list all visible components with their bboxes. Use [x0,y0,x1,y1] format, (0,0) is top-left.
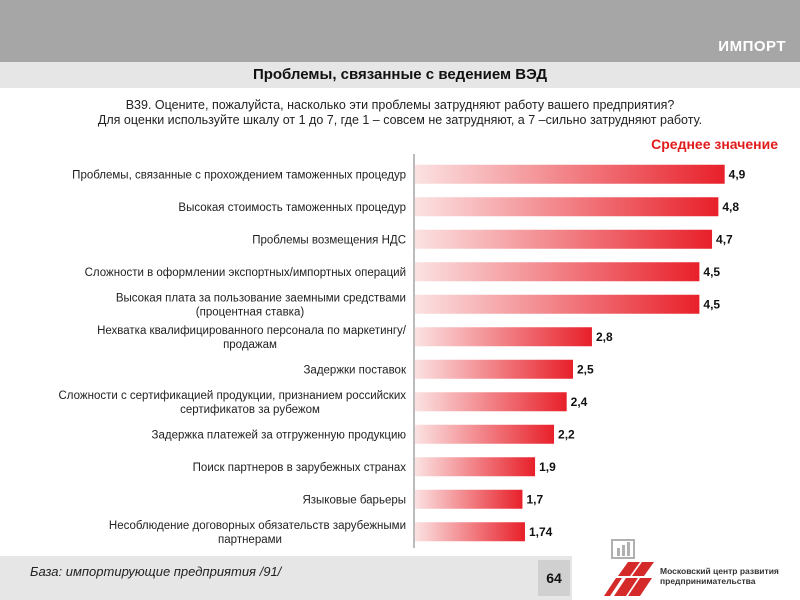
category-label: Проблемы, связанные с прохождением тамож… [72,169,406,181]
category-label: партнерами [218,534,282,546]
bar [415,424,555,444]
bar [415,262,700,282]
bar-value-label: 4,7 [716,232,733,246]
category-label: Задержка платежей за отгруженную продукц… [152,429,407,441]
category-label: Сложности с сертификацией продукции, при… [58,390,406,402]
bar [415,457,536,477]
bar [415,197,719,217]
bar-value-label: 4,8 [722,200,739,214]
logo-caption: Московский центр развития предпринимател… [660,566,779,586]
bar [415,489,523,509]
bar [415,164,725,184]
organization-logo-icon [604,539,654,596]
bar-value-label: 4,5 [703,265,720,279]
bar-value-label: 1,7 [526,492,543,506]
bar-value-label: 1,74 [529,525,553,539]
bar [415,229,713,249]
category-label: продажам [223,339,277,351]
bar-value-label: 2,8 [596,330,613,344]
category-label: Языковые барьеры [302,494,406,506]
category-label: Несоблюдение договорных обязательств зар… [109,520,406,532]
chart-legend: Среднее значение [651,136,778,152]
page-number: 64 [546,570,562,586]
header-bar [0,0,800,62]
bar [415,359,573,379]
bar [415,392,567,412]
bar-chart: 4,9 Проблемы, связанные с прохождением та… [58,154,746,548]
base-note: База: импортирующие предприятия /91/ [30,564,282,579]
question-line-1: B39. Оцените, пожалуйста, насколько эти … [125,98,675,112]
page-title: Проблемы, связанные с ведением ВЭД [252,66,548,83]
bar-value-label: 1,9 [539,460,556,474]
bar [415,327,592,347]
category-label: Нехватка квалифицированного персонала по… [97,325,407,337]
category-label: Высокая стоимость таможенных процедур [178,202,406,214]
category-label: Проблемы возмещения НДС [252,234,406,246]
bar [415,522,525,542]
bar-value-label: 2,2 [558,427,575,441]
logo-caption-line-1: Московский центр развития [660,566,779,576]
bar-value-label: 2,5 [577,362,594,376]
question-line-2: Для оценки используйте шкалу от 1 до 7, … [97,113,703,127]
question-text: B39. Оцените, пожалуйста, насколько эти … [0,98,800,128]
footer-bar [0,556,572,600]
category-label: сертификатов за рубежом [180,404,320,416]
bar-value-label: 4,5 [703,297,720,311]
section-label: ИМПОРТ [718,38,786,55]
category-label: Сложности в оформлении экспортных/импорт… [85,267,406,279]
category-label: Высокая плата за пользование заемными ср… [116,292,406,304]
bar [415,294,700,314]
bar-value-label: 2,4 [571,395,588,409]
category-label: Поиск партнеров в зарубежных странах [193,462,407,474]
title-bar [0,62,800,88]
category-label: (процентная ставка) [196,306,305,318]
category-label: Задержки поставок [303,364,406,376]
bar-value-label: 4,9 [729,167,746,181]
page-number-box [538,560,570,596]
logo-caption-line-2: предпринимательства [660,576,756,586]
